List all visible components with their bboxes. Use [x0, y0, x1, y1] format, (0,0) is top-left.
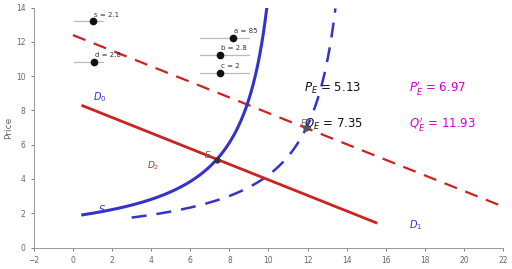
- Text: $S$: $S$: [98, 203, 106, 215]
- Text: a = 85: a = 85: [234, 28, 258, 34]
- Text: E: E: [205, 151, 211, 160]
- Text: E': E': [301, 119, 308, 128]
- Y-axis label: Price: Price: [4, 116, 13, 139]
- Text: $D_1$: $D_1$: [409, 219, 422, 232]
- Text: $P_E'$ = 6.97: $P_E'$ = 6.97: [409, 79, 466, 97]
- Text: $Q_E'$ = 11.93: $Q_E'$ = 11.93: [409, 115, 476, 133]
- Text: $Q_E$ = 7.35: $Q_E$ = 7.35: [304, 116, 363, 132]
- Text: b = 2.8: b = 2.8: [221, 45, 246, 51]
- Text: d = 2.8: d = 2.8: [95, 52, 120, 58]
- Text: $D_0$: $D_0$: [93, 90, 106, 104]
- Text: $D_2$: $D_2$: [147, 160, 160, 172]
- Text: s = 2.1: s = 2.1: [94, 12, 119, 18]
- Text: $P_E$ = 5.13: $P_E$ = 5.13: [304, 81, 361, 96]
- Text: c = 2: c = 2: [221, 63, 239, 69]
